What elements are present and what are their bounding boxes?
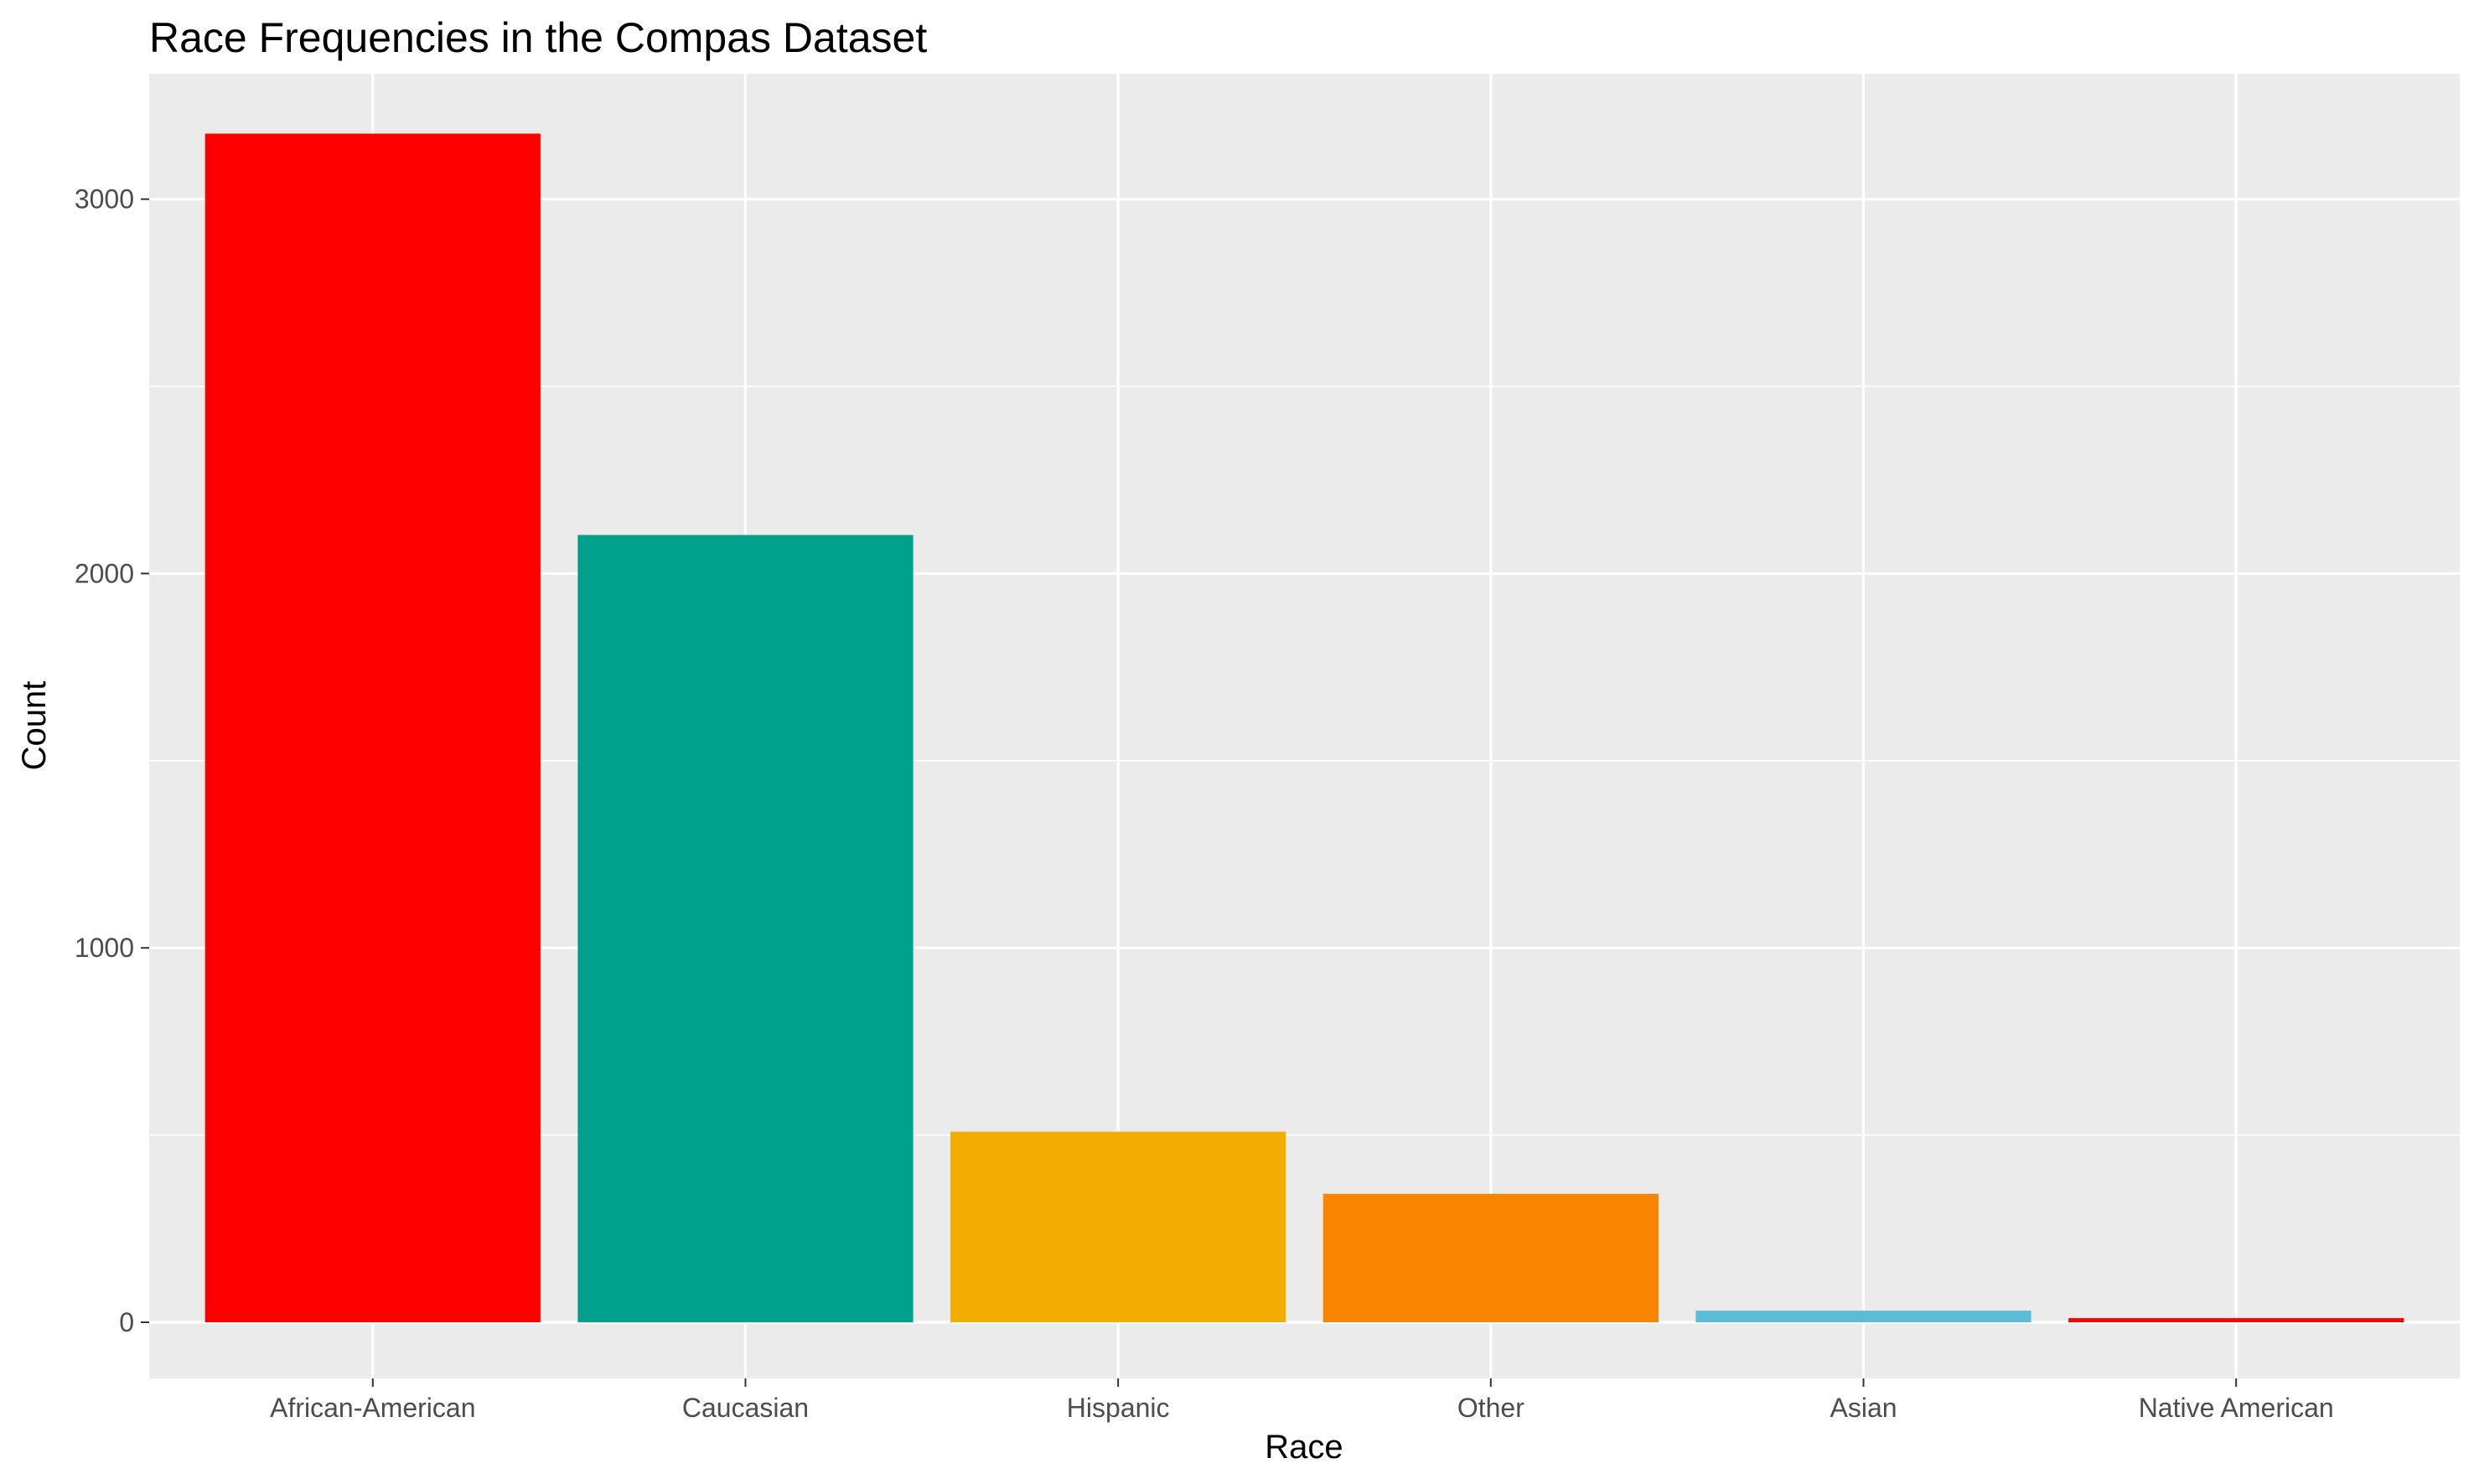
x-axis-title: Race — [1265, 1429, 1343, 1466]
bar-african-american — [204, 133, 541, 1322]
x-tick-label: African-American — [270, 1393, 475, 1423]
y-tick-label: 0 — [119, 1307, 134, 1337]
bar-other — [1322, 1193, 1659, 1322]
y-tick-label: 1000 — [75, 933, 134, 963]
bar-asian — [1695, 1311, 2031, 1322]
bar-hispanic — [950, 1131, 1286, 1322]
y-tick-label: 3000 — [75, 184, 134, 215]
y-axis-title: Count — [16, 681, 53, 771]
x-tick-label: Native American — [2139, 1393, 2334, 1423]
x-axis-ticks: African-American Caucasian Hispanic Other As… — [270, 1378, 2334, 1423]
x-tick-label: Asian — [1830, 1393, 1897, 1423]
bar-native-american — [2068, 1318, 2404, 1322]
x-tick-label: Caucasian — [682, 1393, 809, 1423]
y-axis-ticks: 0 1000 2000 3000 — [75, 184, 149, 1337]
chart-title: Race Frequencies in the Compas Dataset — [149, 14, 927, 61]
x-tick-label: Other — [1457, 1393, 1524, 1423]
x-tick-label: Hispanic — [1067, 1393, 1170, 1423]
bar-caucasian — [577, 535, 914, 1322]
bars — [204, 133, 2404, 1322]
y-tick-label: 2000 — [75, 558, 134, 588]
